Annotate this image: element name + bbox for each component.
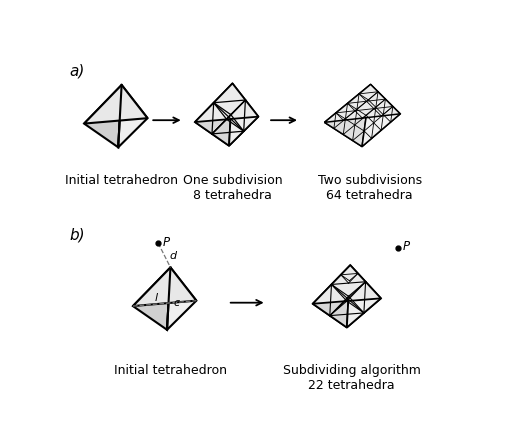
Text: $d$: $d$: [169, 249, 178, 261]
Text: Initial tetrahedron: Initial tetrahedron: [114, 364, 227, 377]
Polygon shape: [133, 267, 171, 330]
Polygon shape: [195, 117, 259, 146]
Polygon shape: [118, 85, 147, 147]
Polygon shape: [362, 84, 400, 146]
Polygon shape: [313, 265, 381, 304]
Polygon shape: [84, 85, 121, 147]
Polygon shape: [133, 267, 197, 306]
Text: Initial tetrahedron: Initial tetrahedron: [65, 174, 178, 187]
Text: Subdividing algorithm
22 tetrahedra: Subdividing algorithm 22 tetrahedra: [283, 364, 421, 392]
Text: $l$: $l$: [153, 291, 158, 302]
Text: $P$: $P$: [402, 240, 411, 253]
Polygon shape: [325, 114, 400, 146]
Polygon shape: [195, 83, 259, 122]
Polygon shape: [313, 298, 381, 327]
Polygon shape: [313, 265, 350, 327]
Polygon shape: [84, 85, 147, 124]
Polygon shape: [325, 84, 400, 122]
Polygon shape: [167, 267, 197, 330]
Text: $P$: $P$: [162, 236, 171, 249]
Text: a): a): [70, 64, 85, 79]
Text: One subdivision
8 tetrahedra: One subdivision 8 tetrahedra: [183, 174, 282, 202]
Polygon shape: [195, 83, 233, 146]
Text: $c$: $c$: [173, 298, 180, 308]
Polygon shape: [229, 83, 259, 146]
Polygon shape: [325, 84, 371, 146]
Polygon shape: [347, 265, 381, 327]
Text: b): b): [70, 228, 85, 243]
Text: Two subdivisions
64 tetrahedra: Two subdivisions 64 tetrahedra: [318, 174, 422, 202]
